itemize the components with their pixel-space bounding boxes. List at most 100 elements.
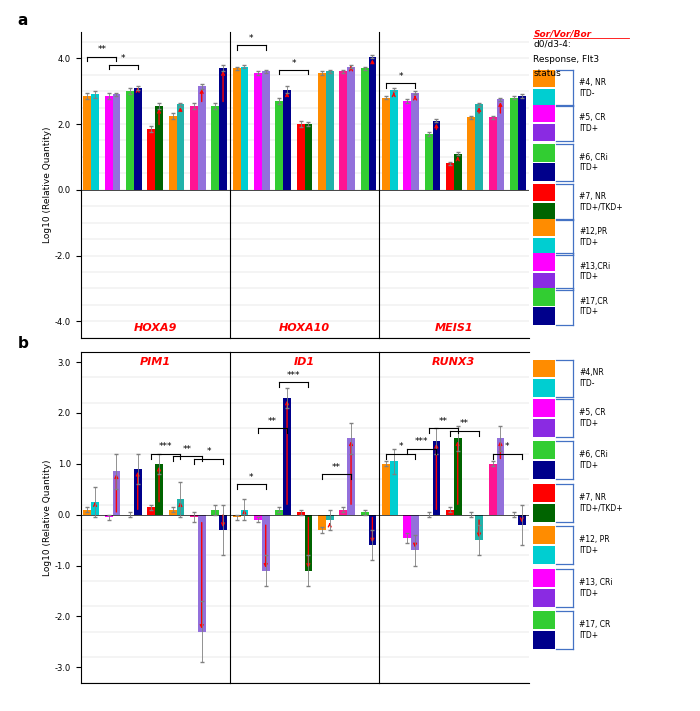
Text: status: status: [533, 68, 561, 77]
Bar: [155, 464, 163, 515]
Text: **: **: [439, 417, 448, 426]
Text: b: b: [18, 336, 29, 351]
Text: #13, CRi: #13, CRi: [580, 578, 613, 587]
Text: #5, CR: #5, CR: [580, 407, 606, 417]
Bar: [533, 70, 555, 87]
Bar: [113, 471, 120, 515]
Bar: [91, 502, 99, 515]
Bar: [275, 510, 284, 515]
Bar: [148, 129, 155, 190]
Bar: [304, 124, 312, 190]
Bar: [433, 441, 440, 515]
Bar: [254, 515, 262, 520]
Bar: [340, 510, 347, 515]
Text: **: **: [460, 419, 469, 428]
Text: ***: ***: [287, 371, 300, 380]
Bar: [190, 515, 198, 518]
Bar: [533, 546, 555, 564]
Text: #12, PR: #12, PR: [580, 535, 610, 545]
Bar: [475, 105, 483, 190]
Bar: [533, 589, 555, 606]
Bar: [254, 73, 262, 190]
Bar: [533, 483, 555, 502]
Bar: [275, 101, 284, 190]
Bar: [533, 503, 555, 522]
Bar: [533, 399, 555, 417]
Bar: [169, 510, 176, 515]
Text: a: a: [18, 13, 28, 28]
Bar: [155, 106, 163, 190]
Text: ***: ***: [415, 437, 428, 446]
Bar: [297, 124, 304, 190]
Text: ITD+: ITD+: [580, 164, 598, 172]
Bar: [533, 442, 555, 459]
Bar: [198, 86, 206, 190]
Bar: [241, 510, 248, 515]
Bar: [105, 96, 113, 190]
Bar: [533, 611, 555, 629]
Bar: [403, 515, 411, 538]
Text: *: *: [249, 34, 253, 43]
Bar: [219, 515, 227, 530]
Bar: [134, 469, 141, 515]
Bar: [533, 526, 555, 545]
Text: PIM1: PIM1: [139, 357, 171, 367]
Bar: [148, 507, 155, 515]
Bar: [190, 106, 198, 190]
Bar: [533, 631, 555, 649]
Bar: [318, 73, 326, 190]
Text: *: *: [398, 72, 402, 80]
Bar: [411, 93, 419, 190]
Bar: [390, 90, 398, 190]
Bar: [284, 397, 291, 515]
Text: #5, CR: #5, CR: [580, 113, 606, 122]
Bar: [347, 67, 355, 190]
Bar: [382, 97, 390, 190]
Bar: [340, 71, 347, 190]
Bar: [533, 419, 555, 437]
Bar: [211, 510, 219, 515]
Bar: [475, 515, 483, 540]
Bar: [113, 95, 120, 190]
Bar: [232, 515, 241, 518]
Text: *: *: [206, 447, 211, 456]
Text: ITD+: ITD+: [580, 124, 598, 133]
Text: ***: ***: [159, 442, 173, 451]
Bar: [126, 91, 134, 190]
Text: #7, NR: #7, NR: [580, 493, 607, 502]
Bar: [297, 512, 304, 515]
Text: ITD+: ITD+: [580, 589, 598, 598]
Text: #17, CR: #17, CR: [580, 620, 611, 629]
Bar: [368, 515, 377, 545]
Text: ID1: ID1: [294, 357, 315, 367]
Bar: [533, 253, 555, 271]
Bar: [533, 379, 555, 397]
Bar: [533, 144, 555, 161]
Bar: [326, 71, 334, 190]
Bar: [411, 515, 419, 550]
Bar: [83, 510, 91, 515]
Bar: [454, 439, 461, 515]
Bar: [382, 464, 390, 515]
Bar: [496, 100, 504, 190]
Bar: [403, 101, 411, 190]
Y-axis label: Log10 (Relative Quantity): Log10 (Relative Quantity): [43, 127, 52, 243]
Bar: [262, 515, 270, 571]
Bar: [489, 117, 496, 190]
Bar: [284, 90, 291, 190]
Bar: [510, 97, 518, 190]
Bar: [198, 515, 206, 631]
Bar: [533, 105, 555, 122]
Bar: [425, 134, 433, 190]
Text: ITD-: ITD-: [580, 379, 595, 388]
Bar: [533, 307, 555, 325]
Bar: [446, 164, 454, 190]
Text: *: *: [398, 442, 402, 451]
Bar: [533, 272, 555, 290]
Text: ITD+/TKD+: ITD+/TKD+: [580, 203, 623, 212]
Bar: [518, 515, 526, 525]
Text: MEIS1: MEIS1: [435, 323, 473, 333]
Bar: [533, 237, 555, 255]
Text: ITD+: ITD+: [580, 419, 598, 427]
Bar: [533, 569, 555, 587]
